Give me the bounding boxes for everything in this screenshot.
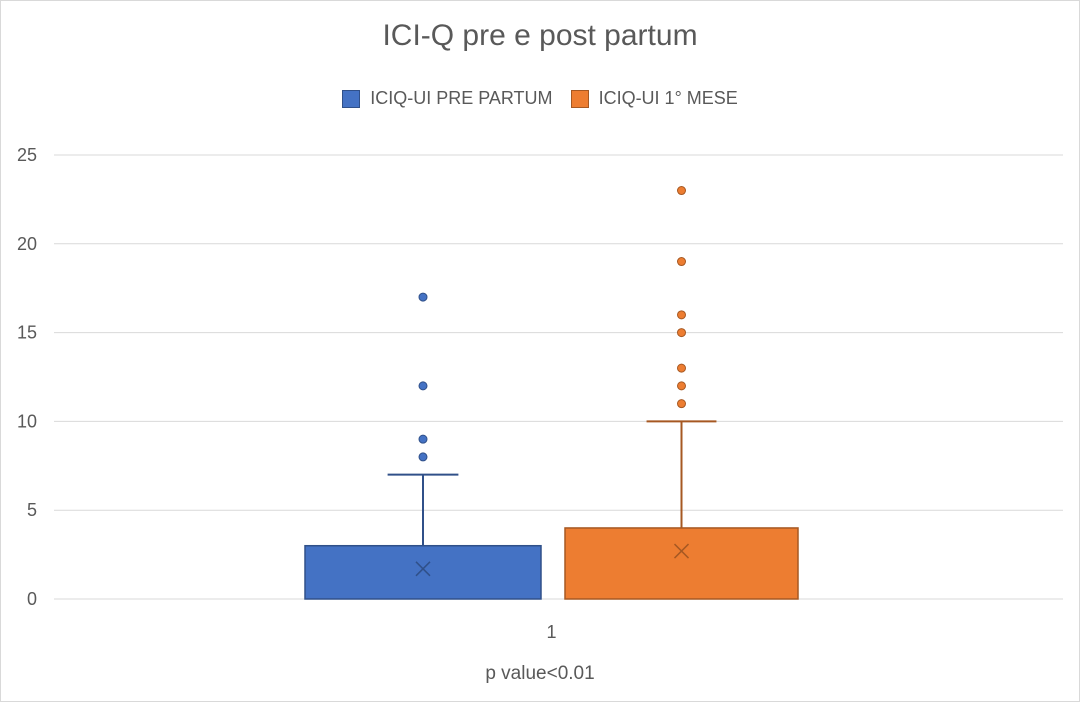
- outlier-1-mese-2: [677, 363, 686, 373]
- outlier-1-mese-3: [677, 328, 686, 338]
- outlier-1-mese-5: [677, 257, 686, 267]
- legend-label-pre-partum: ICIQ-UI PRE PARTUM: [370, 88, 553, 108]
- outlier-pre-partum-3: [418, 292, 428, 302]
- box-pre-partum: [304, 544, 542, 600]
- outlier-pre-partum-2: [418, 381, 428, 391]
- outlier-1-mese-6: [677, 186, 686, 196]
- outlier-pre-partum-0: [418, 452, 428, 462]
- outlier-1-mese-0: [677, 399, 686, 409]
- legend-swatch-pre-partum: [342, 89, 361, 108]
- legend-swatch-1-mese: [570, 89, 589, 108]
- plot-area: 0 5 10 15 20 25 1: [17, 145, 1063, 642]
- outlier-pre-partum-1: [418, 434, 428, 444]
- box-1-mese: [564, 527, 799, 600]
- y-tick-label-10: 10: [17, 411, 37, 431]
- y-tick-label-25: 25: [17, 145, 37, 165]
- outlier-1-mese-1: [677, 381, 686, 391]
- legend-item-pre-partum: ICIQ-UI PRE PARTUM: [342, 88, 553, 109]
- legend: ICIQ-UI PRE PARTUM ICIQ-UI 1° MESE: [1, 88, 1079, 109]
- p-value-annotation: p value<0.01: [485, 663, 595, 684]
- x-tick-label: 1: [546, 622, 556, 642]
- outlier-1-mese-4: [677, 310, 686, 320]
- y-tick-label-5: 5: [27, 500, 37, 520]
- legend-label-1-mese: ICIQ-UI 1° MESE: [598, 88, 738, 108]
- legend-item-1-mese: ICIQ-UI 1° MESE: [570, 88, 738, 109]
- mean-marker-pre-partum-b: [415, 561, 431, 577]
- y-tick-label-0: 0: [27, 589, 37, 609]
- chart-title: ICI-Q pre e post partum: [382, 19, 698, 52]
- y-tick-label-15: 15: [17, 323, 37, 343]
- mean-marker-1-mese-b: [673, 543, 690, 559]
- y-tick-label-20: 20: [17, 234, 37, 254]
